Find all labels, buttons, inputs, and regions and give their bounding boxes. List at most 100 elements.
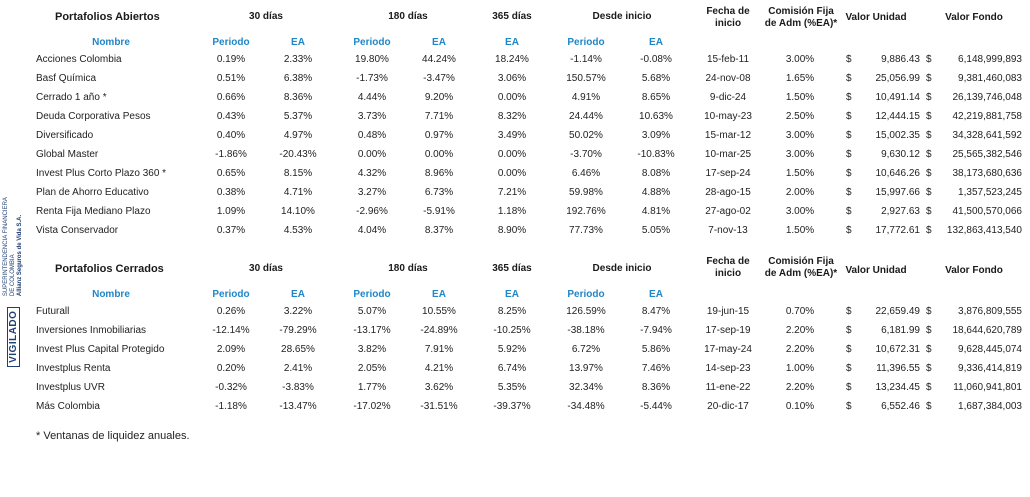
cell-vf: 3,876,809,555 bbox=[958, 306, 1022, 317]
cell-ea180: -24.89% bbox=[420, 325, 458, 336]
currency-symbol: $ bbox=[846, 111, 852, 122]
cell-p30: 2.09% bbox=[216, 344, 246, 355]
cell-ea30: 6.38% bbox=[283, 73, 313, 84]
cell-com: 2.20% bbox=[785, 382, 815, 393]
currency-symbol: $ bbox=[846, 344, 852, 355]
cell-com: 2.20% bbox=[785, 344, 815, 355]
cell-p180: 19.80% bbox=[355, 54, 389, 65]
cell-vf: 42,219,881,758 bbox=[952, 111, 1022, 122]
cell-fecha: 28-ago-15 bbox=[705, 187, 751, 198]
cell-vu: 9,630.12 bbox=[881, 149, 920, 160]
currency-symbol: $ bbox=[926, 206, 932, 217]
cell-fecha: 24-nov-08 bbox=[705, 73, 751, 84]
cell-com: 2.00% bbox=[785, 187, 815, 198]
cell-eadi: 5.68% bbox=[641, 73, 671, 84]
cell-name: Renta Fija Mediano Plazo bbox=[36, 206, 151, 217]
currency-symbol: $ bbox=[846, 168, 852, 179]
cell-vu: 10,646.26 bbox=[875, 168, 921, 179]
cell-p30: 0.40% bbox=[216, 130, 246, 141]
cell-eadi: 10.63% bbox=[639, 111, 673, 122]
cell-eadi: 4.88% bbox=[641, 187, 671, 198]
cell-pdi: -1.14% bbox=[570, 54, 602, 65]
header-fecha: Fecha de inicio bbox=[706, 256, 750, 279]
currency-symbol: $ bbox=[926, 363, 932, 374]
cell-ea180: -3.47% bbox=[423, 73, 455, 84]
cell-pdi: -38.18% bbox=[567, 325, 605, 336]
cell-p180: 4.44% bbox=[357, 92, 387, 103]
cell-ea180: 9.20% bbox=[424, 92, 454, 103]
cell-com: 1.65% bbox=[785, 73, 815, 84]
cell-com: 3.00% bbox=[785, 130, 815, 141]
cell-ea180: 6.73% bbox=[424, 187, 454, 198]
cell-p180: -13.17% bbox=[353, 325, 391, 336]
cell-pdi: -34.48% bbox=[567, 401, 605, 412]
cell-ea30: 28.65% bbox=[281, 344, 315, 355]
cell-name: Inversiones Inmobiliarias bbox=[36, 325, 147, 336]
currency-symbol: $ bbox=[846, 187, 852, 198]
cell-pdi: 77.73% bbox=[569, 225, 603, 236]
vigilado-word: VIGILADO bbox=[7, 306, 20, 367]
cell-eadi: -10.83% bbox=[637, 149, 675, 160]
currency-symbol: $ bbox=[926, 54, 932, 65]
cell-pdi: 126.59% bbox=[566, 306, 606, 317]
currency-symbol: $ bbox=[926, 306, 932, 317]
cell-p30: -1.86% bbox=[215, 149, 247, 160]
subheader-nombre: Nombre bbox=[92, 37, 130, 48]
subheader-periodo-30: Periodo bbox=[212, 289, 250, 300]
currency-symbol: $ bbox=[846, 149, 852, 160]
subheader-ea-365: EA bbox=[505, 289, 519, 300]
cell-ea365: 6.74% bbox=[497, 363, 527, 374]
cell-ea365: 5.35% bbox=[497, 382, 527, 393]
cell-eadi: 8.65% bbox=[641, 92, 671, 103]
header-valor-fondo: Valor Fondo bbox=[945, 12, 1003, 23]
table-row: Investplus UVR -0.32% -3.83% 1.77% 3.62% 5.35… bbox=[36, 378, 1030, 397]
currency-symbol: $ bbox=[926, 382, 932, 393]
cell-p180: 3.82% bbox=[357, 344, 387, 355]
cell-vf: 41,500,570,066 bbox=[952, 206, 1022, 217]
cell-vu: 22,659.49 bbox=[875, 306, 921, 317]
subheader-nombre: Nombre bbox=[92, 289, 130, 300]
cell-pdi: -3.70% bbox=[570, 149, 602, 160]
currency-symbol: $ bbox=[846, 325, 852, 336]
subheader-periodo-180: Periodo bbox=[353, 37, 391, 48]
currency-symbol: $ bbox=[926, 168, 932, 179]
cell-p180: 4.32% bbox=[357, 168, 387, 179]
cell-com: 1.50% bbox=[785, 92, 815, 103]
cell-pdi: 59.98% bbox=[569, 187, 603, 198]
cell-name: Deuda Corporativa Pesos bbox=[36, 111, 151, 122]
cell-ea180: 10.55% bbox=[422, 306, 456, 317]
cell-eadi: -5.44% bbox=[640, 401, 672, 412]
company-name: Allianz Seguros de Vida S.A. bbox=[17, 214, 23, 297]
cell-name: Basf Química bbox=[36, 73, 97, 84]
subheader-periodo-30: Periodo bbox=[212, 37, 250, 48]
table-row: Invest Plus Capital Protegido 2.09% 28.65%… bbox=[36, 340, 1030, 359]
cell-fecha: 10-may-23 bbox=[704, 111, 752, 122]
cell-vf: 34,328,641,592 bbox=[952, 130, 1022, 141]
currency-symbol: $ bbox=[926, 325, 932, 336]
table-row: Futurall 0.26% 3.22% 5.07% 10.55% 8.25% 126.59… bbox=[36, 302, 1030, 321]
header-fecha: Fecha de inicio bbox=[706, 6, 750, 29]
currency-symbol: $ bbox=[846, 306, 852, 317]
subheader-ea-180: EA bbox=[432, 37, 446, 48]
cell-ea180: -5.91% bbox=[423, 206, 455, 217]
cell-pdi: 6.46% bbox=[571, 168, 601, 179]
cell-name: Investplus Renta bbox=[36, 363, 111, 374]
cell-ea365: 8.25% bbox=[497, 306, 527, 317]
cell-vu: 17,772.61 bbox=[875, 225, 921, 236]
cell-pdi: 150.57% bbox=[566, 73, 606, 84]
section-title: Portafolios Cerrados bbox=[55, 263, 164, 275]
cell-ea180: 7.71% bbox=[424, 111, 454, 122]
subheader-ea-desde: EA bbox=[649, 289, 663, 300]
table-row: Global Master -1.86% -20.43% 0.00% 0.00% 0.00… bbox=[36, 145, 1030, 164]
cell-ea30: 3.22% bbox=[283, 306, 313, 317]
cell-p30: 0.38% bbox=[216, 187, 246, 198]
header-valor-unidad: Valor Unidad bbox=[845, 265, 907, 276]
cell-p30: 1.09% bbox=[216, 206, 246, 217]
cell-ea180: 7.91% bbox=[424, 344, 454, 355]
table-row: Investplus Renta 0.20% 2.41% 2.05% 4.21% 6.74… bbox=[36, 359, 1030, 378]
cell-vu: 10,491.14 bbox=[875, 92, 921, 103]
cell-pdi: 50.02% bbox=[569, 130, 603, 141]
group-header-desde: Desde inicio bbox=[592, 263, 652, 274]
cell-eadi: -7.94% bbox=[640, 325, 672, 336]
cell-p180: 0.00% bbox=[357, 149, 387, 160]
